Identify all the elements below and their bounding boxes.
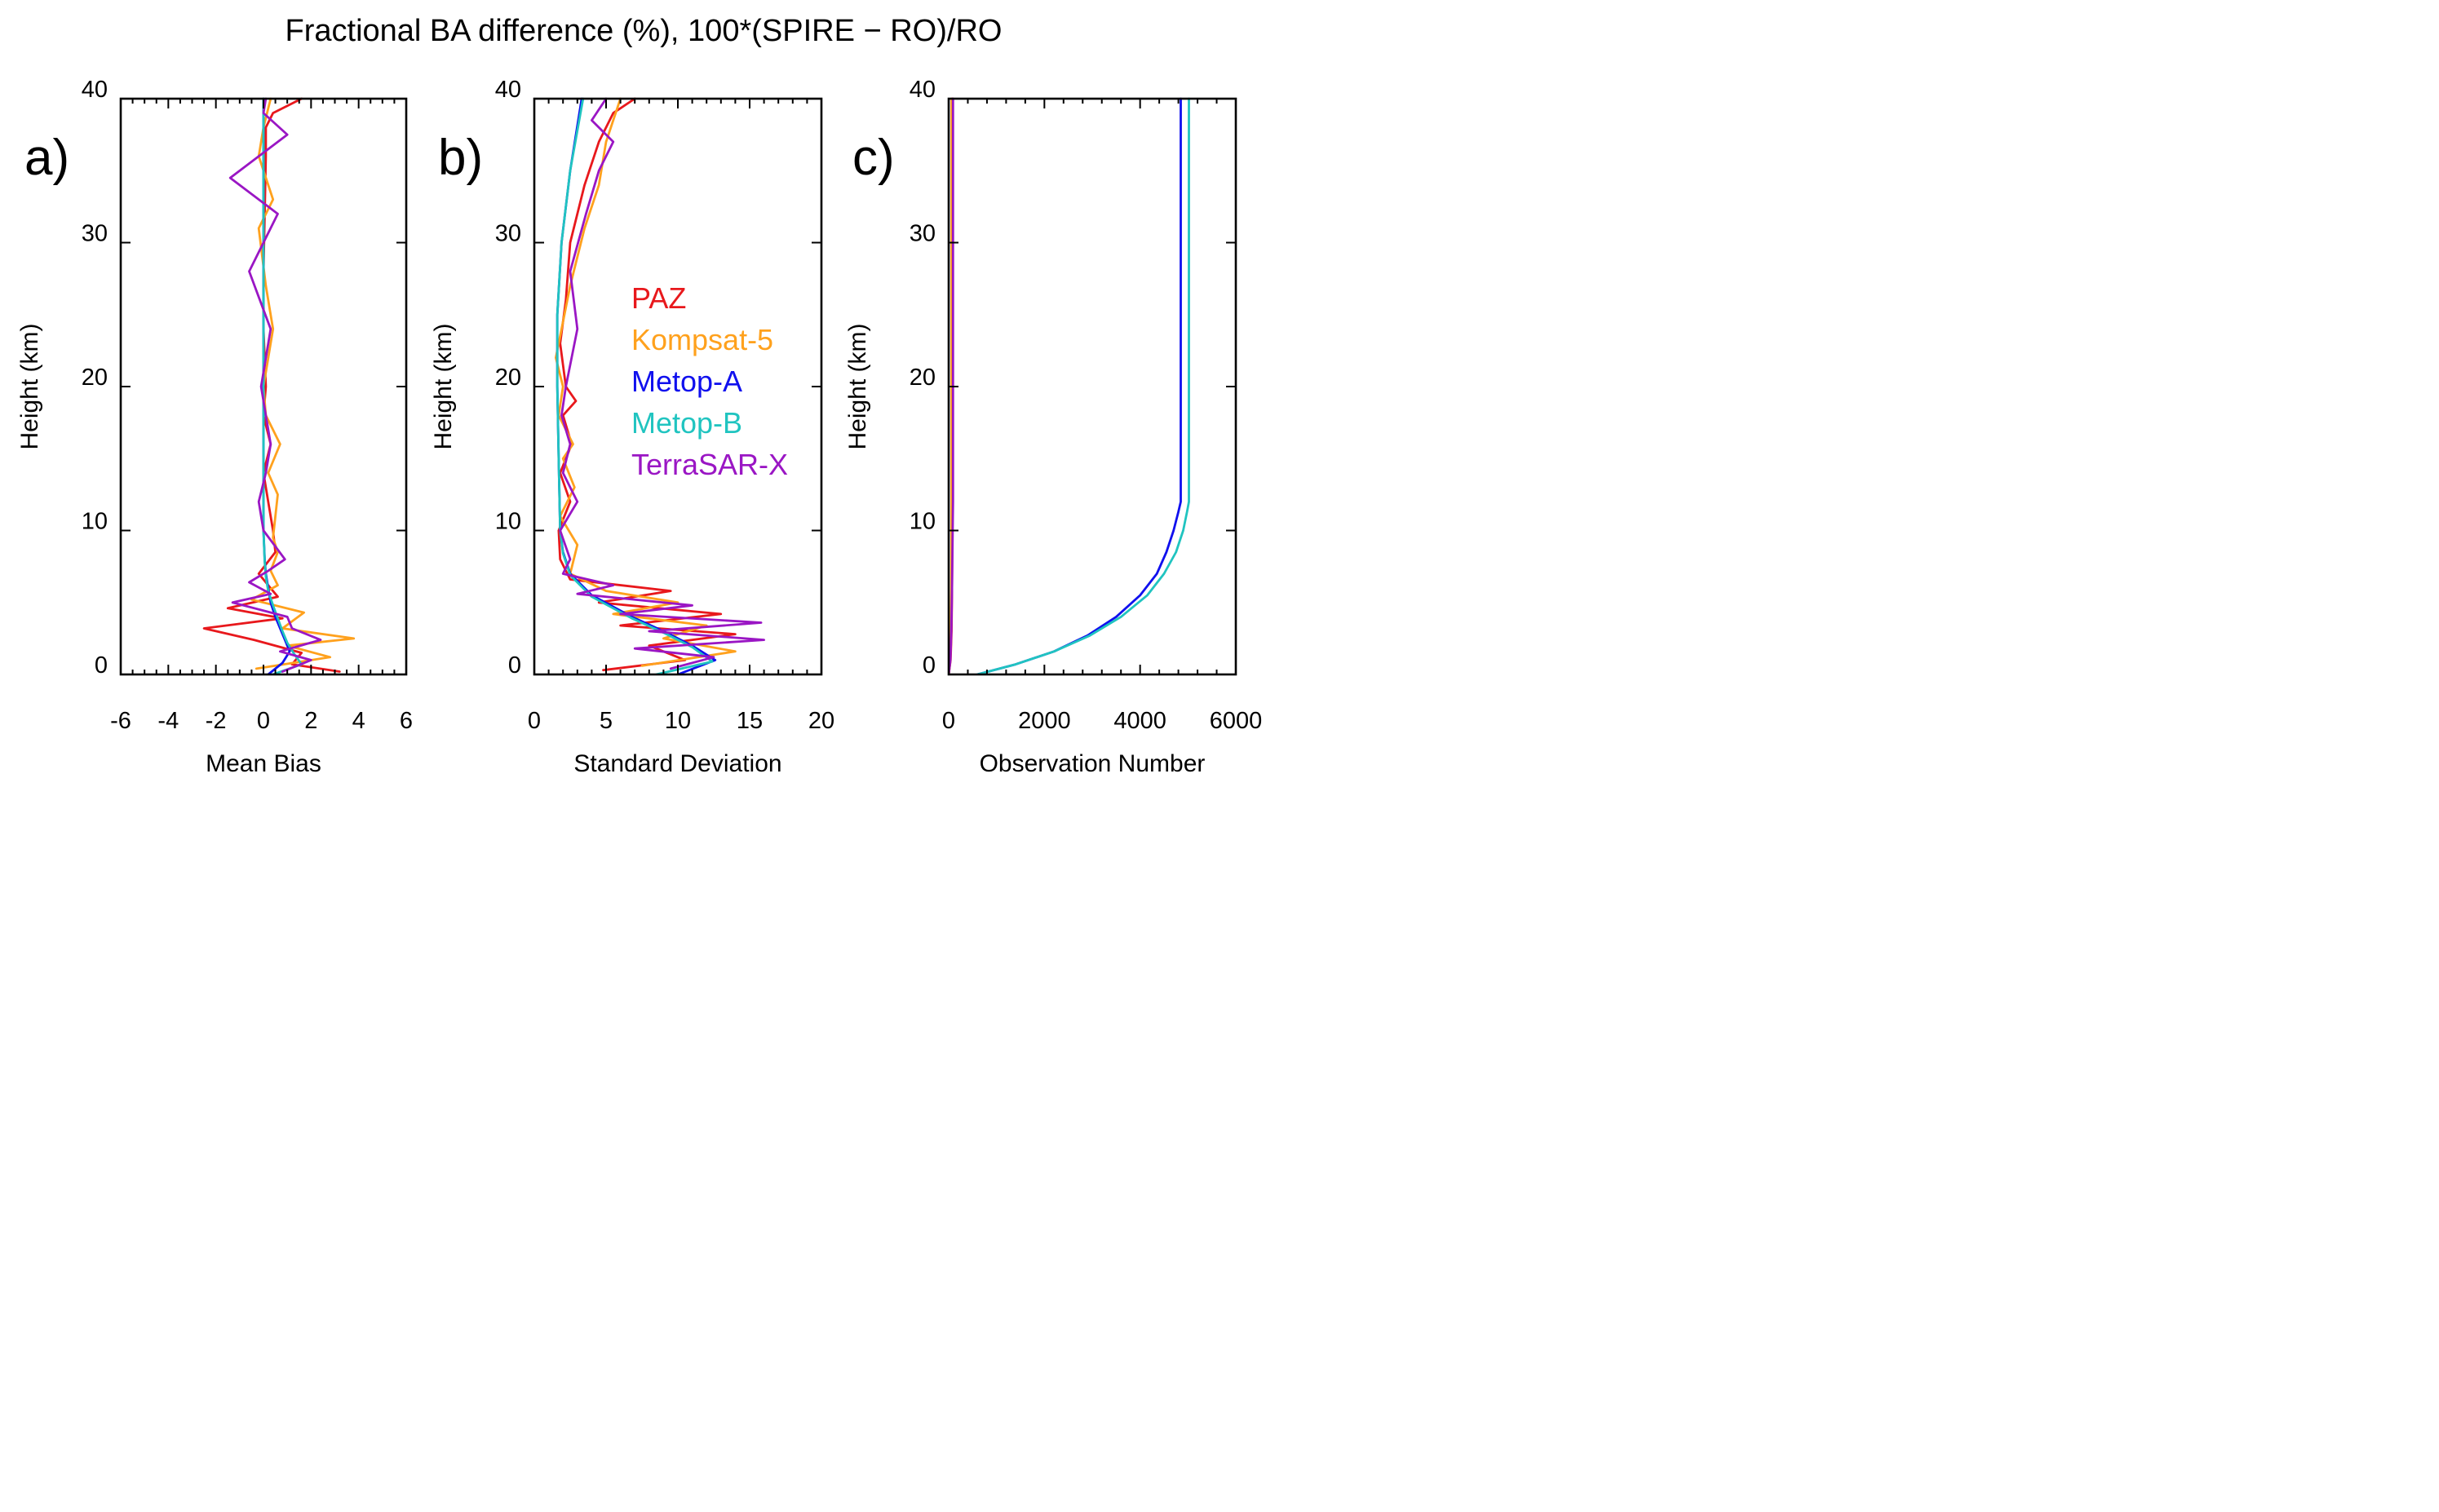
x-tick-label: 2000 xyxy=(1018,708,1071,734)
plot-frame xyxy=(947,97,1237,676)
series-group xyxy=(202,97,356,674)
y-tick-label: 20 xyxy=(910,365,936,391)
legend-item-kompsat-5: Kompsat-5 xyxy=(631,323,773,356)
y-axis-label: Height (km) xyxy=(844,323,871,449)
panel-c: 0 2000 4000 6000 0 10 20 30 40 Observation Number… xyxy=(844,77,1262,777)
x-tick-label: 15 xyxy=(737,708,763,734)
x-tick-label: -6 xyxy=(110,708,131,734)
x-tick-label: 20 xyxy=(808,708,834,734)
x-tick-label: 4 xyxy=(352,708,365,734)
y-tick-label: 10 xyxy=(495,509,521,535)
legend-item-terrasar-x: TerraSAR-X xyxy=(631,448,788,481)
series-line-metop-a xyxy=(976,97,1182,674)
y-tick-label: 0 xyxy=(95,652,108,679)
y-tick-label: 10 xyxy=(82,509,108,535)
series-group xyxy=(555,97,765,674)
y-axis-label: Height (km) xyxy=(16,323,43,449)
panel-b: 0 5 10 15 20 0 10 20 30 40 Standard Deviation Heigh… xyxy=(430,77,834,777)
panel-letter: a) xyxy=(24,130,69,186)
series-line-kompsat-5 xyxy=(555,97,737,667)
x-tick-label: 5 xyxy=(600,708,613,734)
x-tick-label: -4 xyxy=(157,708,179,734)
y-tick-label: 0 xyxy=(923,652,936,679)
x-tick-label: 0 xyxy=(528,708,541,734)
x-axis-label: Mean Bias xyxy=(206,750,321,777)
series-line-terrasar-x xyxy=(949,97,954,674)
panels-group: -6 -4 -2 0 2 4 6 0 10 20 30 40 Mean Bias Height (km) a… xyxy=(16,77,1262,777)
legend-item-metop-a: Metop-A xyxy=(631,365,742,398)
y-tick-label: 0 xyxy=(508,652,521,679)
y-tick-label: 40 xyxy=(495,77,521,103)
legend-item-paz: PAZ xyxy=(631,281,686,315)
x-axis-label: Standard Deviation xyxy=(573,750,781,777)
series-group xyxy=(949,97,1190,674)
y-tick-label: 40 xyxy=(82,77,108,103)
y-tick-label: 20 xyxy=(495,365,521,391)
panel-a: -6 -4 -2 0 2 4 6 0 10 20 30 40 Mean Bias Height (km) a… xyxy=(16,77,413,777)
series-line-metop-b xyxy=(976,97,1190,674)
y-axis-label: Height (km) xyxy=(430,323,457,449)
x-tick-label: -2 xyxy=(206,708,227,734)
series-line-paz xyxy=(202,97,341,673)
x-tick-label: 0 xyxy=(942,708,955,734)
x-tick-label: 6 xyxy=(400,708,413,734)
series-line-metop-b xyxy=(556,97,714,674)
legend-item-metop-b: Metop-B xyxy=(631,406,742,440)
legend: PAZ Kompsat-5 Metop-A Metop-B TerraSAR-X xyxy=(631,281,788,481)
y-tick-label: 10 xyxy=(910,509,936,535)
y-tick-label: 20 xyxy=(82,365,108,391)
x-tick-label: 2 xyxy=(304,708,317,734)
x-tick-label: 10 xyxy=(665,708,691,734)
x-tick-label: 0 xyxy=(257,708,270,734)
series-line-paz xyxy=(557,97,737,672)
series-line-terrasar-x xyxy=(228,97,322,673)
figure-canvas: Fractional BA difference (%), 100*(SPIRE… xyxy=(16,14,1262,777)
y-tick-label: 30 xyxy=(495,221,521,247)
panel-letter: b) xyxy=(438,130,483,186)
y-tick-label: 30 xyxy=(910,221,936,247)
series-line-metop-b xyxy=(262,97,303,674)
x-axis-label: Observation Number xyxy=(980,750,1206,777)
x-tick-label: 6000 xyxy=(1210,708,1263,734)
figure-title: Fractional BA difference (%), 100*(SPIRE… xyxy=(286,14,1003,48)
series-line-terrasar-x xyxy=(559,97,765,670)
y-tick-label: 40 xyxy=(910,77,936,103)
x-tick-label: 4000 xyxy=(1113,708,1166,734)
y-tick-label: 30 xyxy=(82,221,108,247)
panel-letter: c) xyxy=(852,130,895,186)
